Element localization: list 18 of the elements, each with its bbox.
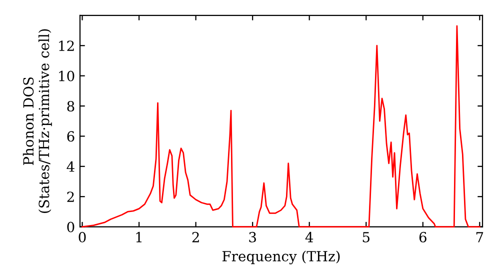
x-tick-label: 1 — [136, 232, 142, 242]
y-tick-label: 10 — [59, 70, 74, 82]
y-tick-label: 8 — [67, 100, 74, 112]
x-tick-label: 2 — [192, 232, 199, 242]
x-axis-title: Frequency (THz) — [222, 250, 340, 264]
x-tick-label: 5 — [362, 232, 370, 242]
x-tick-label: 3 — [249, 232, 256, 242]
y-tick-label: 6 — [67, 131, 74, 142]
x-tick-label: 7 — [476, 232, 484, 242]
x-tick-label: 0 — [78, 232, 86, 242]
x-tick-label: 6 — [419, 232, 426, 242]
y-tick-label: 12 — [59, 40, 74, 51]
y-tick-label: 0 — [67, 222, 74, 232]
line-series — [82, 25, 480, 228]
y-tick-label: 4 — [66, 161, 74, 172]
y-tick-label: 2 — [67, 192, 74, 202]
x-tick-label: 4 — [305, 232, 314, 242]
y-axis-title: Phonon DOS (States/THz·primitive cell) — [22, 29, 52, 213]
